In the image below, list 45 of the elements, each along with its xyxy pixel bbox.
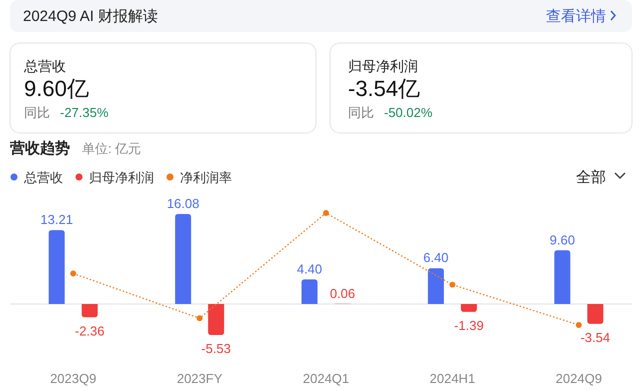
bar (82, 304, 98, 318)
x-tick-label: 2023FY (176, 371, 223, 386)
point (196, 315, 203, 322)
point (449, 282, 456, 288)
bar (460, 304, 477, 312)
bar (302, 279, 318, 304)
data-label: -1.39 (454, 318, 484, 333)
legend-label: 总营收 (23, 170, 63, 185)
x-tick-label: 2024Q9 (556, 371, 602, 386)
point (70, 270, 76, 276)
text: 归母净利润 (348, 58, 418, 74)
chart-title: 营收趋势 (9, 140, 70, 157)
bar (175, 214, 192, 304)
point (323, 210, 329, 216)
text: 2024Q9 AI 财报解读 (23, 8, 158, 25)
data-label: 9.60 (550, 232, 575, 248)
legend-label: 净利润率 (180, 170, 232, 185)
bar (208, 304, 224, 335)
data-label: 0.06 (330, 286, 356, 302)
bar (428, 268, 444, 304)
legend-label: 归母净利润 (89, 170, 154, 185)
text: -3.54亿 (348, 76, 420, 101)
data-label: 4.40 (296, 261, 322, 276)
text: -27.35% (60, 105, 109, 120)
data-label: -5.53 (201, 341, 231, 356)
bar (48, 230, 65, 304)
text: 查看详情 (546, 8, 606, 25)
x-tick-label: 2023Q9 (50, 371, 96, 386)
data-label: -2.36 (74, 323, 105, 338)
x-tick-label: 2024Q1 (302, 371, 350, 386)
text: 全部 (576, 169, 606, 186)
point (576, 322, 582, 328)
data-label: 6.40 (423, 250, 449, 266)
text: 9.60亿 (24, 76, 89, 101)
data-label: 16.08 (166, 196, 200, 211)
x-tick-label: 2024H1 (430, 371, 476, 386)
text: 总营收 (23, 58, 66, 74)
text: -50.02% (384, 105, 433, 120)
chart-subtitle: 单位: 亿元 (82, 141, 142, 156)
bar (587, 304, 604, 324)
data-label: -3.54 (580, 330, 610, 345)
bar (554, 250, 570, 304)
text: 同比 (348, 105, 374, 120)
text: 同比 (24, 105, 50, 120)
data-label: 13.21 (40, 212, 73, 228)
